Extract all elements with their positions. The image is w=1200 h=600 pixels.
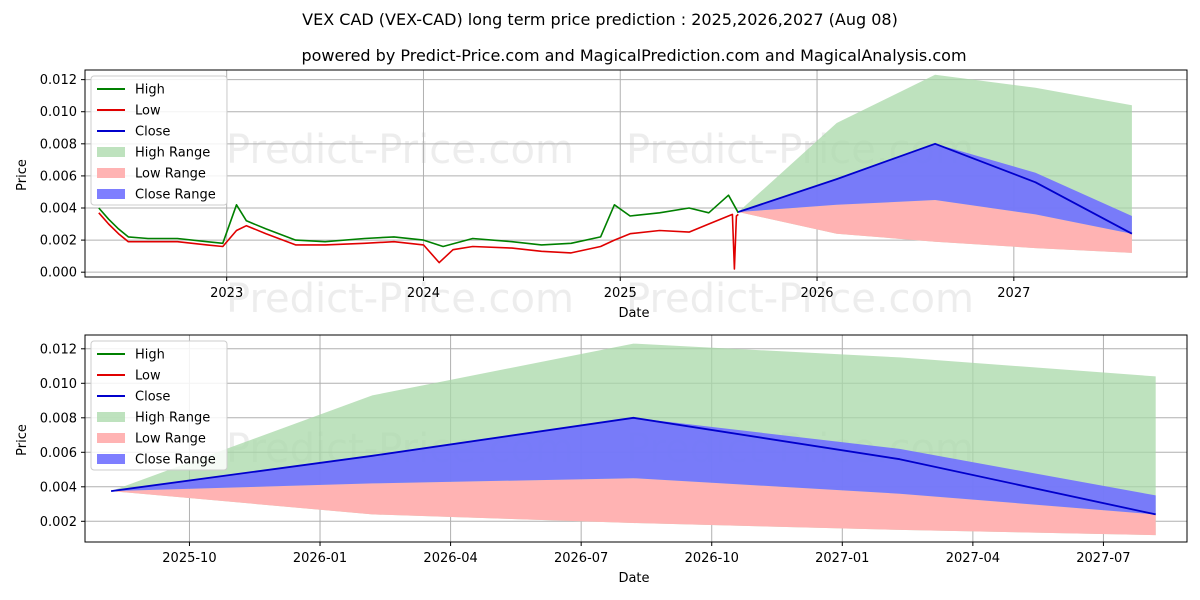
x-axis-label: Date (618, 306, 649, 321)
x-tick-label: 2026-10 (685, 551, 739, 566)
y-tick-label: 0.004 (40, 480, 77, 495)
legend-label: Close Range (135, 453, 216, 468)
range-areas (111, 343, 1156, 536)
legend-label: High Range (135, 411, 210, 426)
low-series-line (98, 212, 739, 270)
chart-title: VEX CAD (VEX-CAD) long term price predic… (302, 10, 898, 29)
legend-label: Close Range (135, 188, 216, 203)
legend-label: Close (135, 125, 170, 140)
y-tick-label: 0.002 (40, 515, 77, 530)
bottom-chart-panel: Predict-Price.com Predict-Price.com 0.00… (15, 334, 1188, 586)
series-lines (98, 142, 1133, 270)
legend-label: High (135, 83, 165, 98)
axis-ticks: 0.000 0.002 0.004 0.006 0.008 0.010 0.012 2023 2… (40, 73, 1031, 301)
legend-label: Low (135, 104, 161, 119)
x-tick-label: 2027-01 (815, 551, 869, 566)
range-areas (738, 74, 1132, 253)
y-tick-label: 0.010 (40, 377, 77, 392)
x-tick-label: 2025 (604, 286, 637, 301)
y-tick-label: 0.006 (40, 446, 77, 461)
y-tick-label: 0.010 (40, 105, 77, 120)
y-axis-label: Price (15, 424, 30, 456)
legend: High Low Close High Range Low Range Close Ran… (90, 340, 228, 471)
y-tick-label: 0.012 (40, 342, 77, 357)
x-tick-label: 2027-04 (946, 551, 1000, 566)
close-forecast-line (738, 142, 1133, 235)
legend: High Low Close High Range Low Range Close Ran… (90, 75, 228, 206)
plot-frame (84, 69, 1188, 278)
x-tick-label: 2026 (800, 286, 833, 301)
series-lines (110, 416, 1156, 516)
legend-swatch (97, 454, 125, 464)
y-axis-label: Price (15, 159, 30, 191)
watermark-text: Predict-Price.com (626, 276, 974, 322)
watermark-text: Predict-Price.com (226, 276, 574, 322)
axis-ticks: 0.002 0.004 0.006 0.008 0.010 0.012 2025-10 202… (40, 342, 1131, 566)
plot-frame (84, 334, 1188, 543)
y-tick-label: 0.008 (40, 137, 77, 152)
close-range-area (738, 143, 1132, 234)
watermark-text: Predict-Price.com (226, 127, 574, 173)
legend-swatch (97, 189, 125, 199)
x-tick-label: 2027 (997, 286, 1030, 301)
legend-label: High (135, 348, 165, 363)
low-range-area (111, 478, 1156, 536)
x-axis-label: Date (618, 571, 649, 586)
x-tick-label: 2026-01 (293, 551, 347, 566)
y-tick-label: 0.000 (40, 266, 77, 281)
x-tick-label: 2027-07 (1076, 551, 1130, 566)
x-tick-label: 2025-10 (162, 551, 216, 566)
close-forecast-line (110, 416, 1156, 516)
y-tick-label: 0.006 (40, 169, 77, 184)
x-tick-label: 2023 (210, 286, 243, 301)
chart-subtitle: powered by Predict-Price.com and Magical… (301, 46, 966, 65)
legend-swatch (97, 412, 125, 422)
x-tick-label: 2026-04 (423, 551, 477, 566)
y-tick-label: 0.002 (40, 234, 77, 249)
y-tick-label: 0.012 (40, 73, 77, 88)
legend-label: Close (135, 390, 170, 405)
y-tick-label: 0.004 (40, 202, 77, 217)
top-chart-panel: Predict-Price.com Predict-Price.com Pred… (15, 69, 1188, 322)
legend-label: Low Range (135, 167, 206, 182)
legend-swatch (97, 147, 125, 157)
x-tick-label: 2026-07 (554, 551, 608, 566)
y-tick-label: 0.008 (40, 411, 77, 426)
low-range-area (738, 200, 1132, 253)
legend-swatch (97, 433, 125, 443)
legend-label: Low (135, 369, 161, 384)
high-series-line (98, 194, 739, 248)
x-tick-label: 2024 (407, 286, 440, 301)
close-range-area (111, 417, 1156, 515)
legend-label: High Range (135, 146, 210, 161)
legend-label: Low Range (135, 432, 206, 447)
legend-swatch (97, 168, 125, 178)
